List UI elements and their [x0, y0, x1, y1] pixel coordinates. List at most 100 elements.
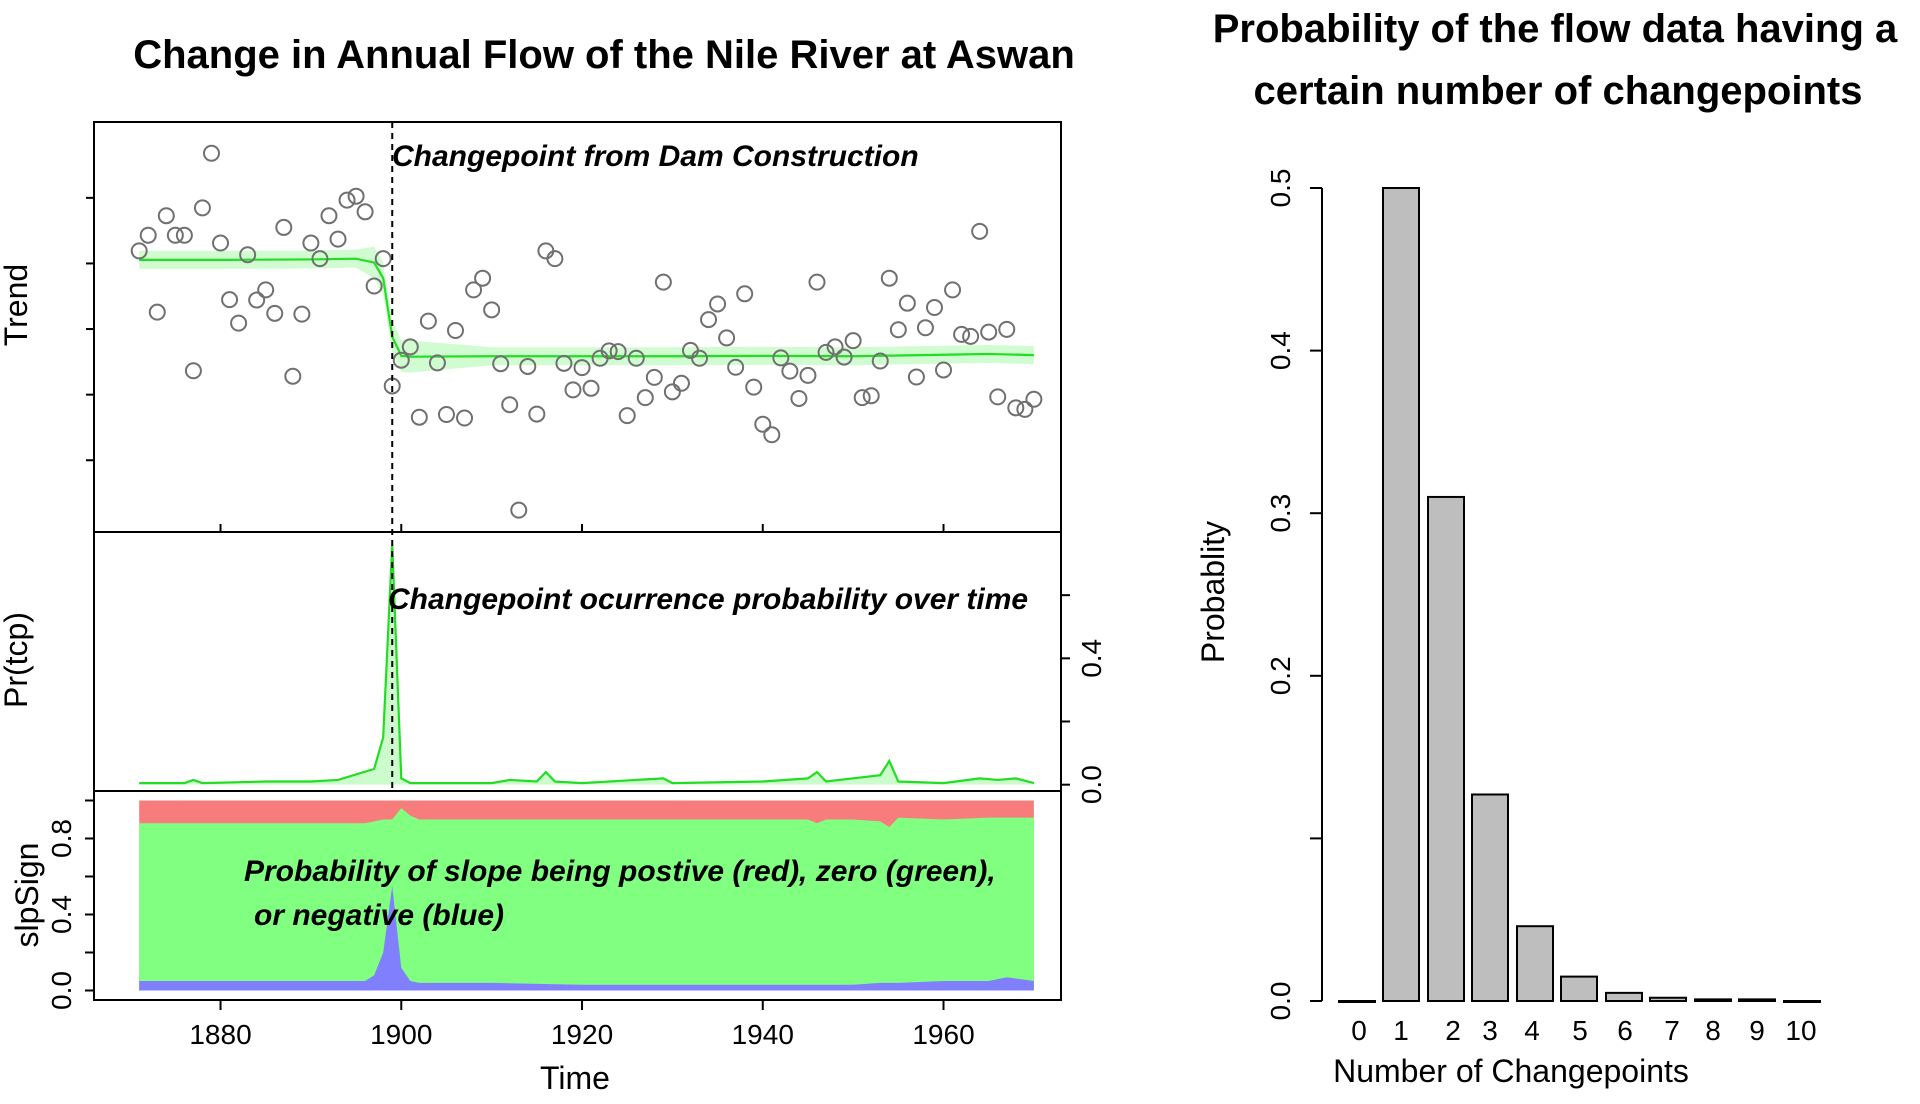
probability-ytick-label-3: 0.4: [1265, 331, 1296, 370]
observation-point-1955: [889, 321, 907, 339]
bar-7: [1649, 996, 1687, 1002]
xtick-label-7: 7: [1664, 1015, 1680, 1046]
observation-point-1964: [971, 222, 989, 240]
observation-point-1890: [302, 234, 320, 252]
observation-point-1911: [492, 355, 510, 373]
observation-point-1897: [365, 277, 383, 295]
observation-point-1931: [672, 374, 690, 392]
observation-point-1923: [600, 342, 618, 360]
xtick-label-2: 2: [1445, 1015, 1461, 1046]
observation-point-1962: [953, 325, 971, 343]
trend-fitted-line: [139, 257, 1034, 358]
observation-point-1957: [907, 368, 925, 386]
observation-point-1893: [329, 230, 347, 248]
observation-point-1888: [284, 367, 302, 385]
xtick-label-8: 8: [1705, 1015, 1721, 1046]
observation-point-1891: [311, 250, 329, 268]
trend-annotation: Changepoint from Dam Construction: [392, 140, 919, 173]
observation-point-1913: [510, 501, 528, 519]
observation-point-1898: [374, 250, 392, 268]
observation-point-1966: [989, 388, 1007, 406]
observation-point-1901: [401, 338, 419, 356]
probability-ytick-label-1: 0.2: [1265, 656, 1296, 695]
panel-frame-3: [93, 790, 1062, 1001]
observation-point-1969: [1016, 400, 1034, 418]
bar-5: [1560, 975, 1598, 1002]
observation-point-1884: [248, 291, 266, 309]
observation-point-1872: [139, 226, 157, 244]
xtick-label-4: 4: [1524, 1015, 1540, 1046]
observation-point-1952: [862, 387, 880, 405]
observation-point-1947: [817, 343, 835, 361]
observation-point-1925: [618, 407, 636, 425]
bar-0: [1338, 1000, 1376, 1003]
observation-point-1943: [781, 362, 799, 380]
observation-point-1900: [392, 351, 410, 369]
observation-point-1951: [853, 389, 871, 407]
slpsign-annotation-line1: Probability of slope being postive (red)…: [244, 855, 996, 888]
observation-point-1935: [709, 295, 727, 313]
bar-1: [1382, 187, 1420, 1002]
time-xtick-label-1900: 1900: [370, 1019, 432, 1050]
left-chart: Change in Annual Flow of the Nile River …: [0, 33, 1107, 1096]
observation-point-1926: [627, 349, 645, 367]
tcp-ytick-label-1: 0.4: [1076, 639, 1107, 678]
observation-point-1906: [446, 322, 464, 340]
observation-point-1930: [663, 383, 681, 401]
slpsign-ytick-label-0: 0.0: [46, 971, 77, 1010]
bar-6: [1605, 991, 1643, 1002]
observation-point-1910: [483, 301, 501, 319]
observation-point-1946: [808, 273, 826, 291]
observation-point-1938: [736, 285, 754, 303]
observation-point-1940: [754, 415, 772, 433]
time-xtick-label-1960: 1960: [912, 1019, 974, 1050]
observation-point-1918: [555, 354, 573, 372]
observation-point-1941: [763, 426, 781, 444]
observation-point-1903: [419, 312, 437, 330]
observation-point-1921: [582, 379, 600, 397]
tcp-annotation: Changepoint ocurrence probability over t…: [388, 583, 1028, 616]
observation-point-1945: [799, 366, 817, 384]
time-xlabel: Time: [540, 1060, 610, 1096]
observation-point-1939: [745, 378, 763, 396]
observation-point-1963: [962, 327, 980, 345]
observation-point-1876: [175, 226, 193, 244]
observation-point-1928: [645, 368, 663, 386]
observation-point-1902: [410, 408, 428, 426]
observation-point-1965: [980, 323, 998, 341]
observation-point-1920: [573, 359, 591, 377]
left-chart-title: Change in Annual Flow of the Nile River …: [133, 33, 1075, 77]
observation-point-1967: [998, 320, 1016, 338]
observation-point-1886: [266, 304, 284, 322]
observation-point-1927: [636, 389, 654, 407]
xtick-label-10: 10: [1785, 1015, 1816, 1046]
observation-point-1883: [239, 246, 257, 264]
observation-point-1885: [257, 281, 275, 299]
tcp-ylabel: Pr(tcp): [0, 612, 34, 708]
xtick-label-6: 6: [1617, 1015, 1633, 1046]
observation-point-1937: [727, 358, 745, 376]
tcp-ytick-label-0: 0.0: [1076, 765, 1107, 804]
bar-2: [1427, 495, 1465, 1002]
bar-8: [1694, 998, 1732, 1003]
xtick-label-5: 5: [1572, 1015, 1588, 1046]
tcp-line: [139, 544, 1035, 785]
slope-zero-area: [139, 808, 1034, 991]
observation-point-1959: [925, 298, 943, 316]
slpsign-ytick-label-1: 0.4: [46, 895, 77, 934]
observation-point-1958: [916, 319, 934, 337]
observation-point-1942: [772, 349, 790, 367]
trend-panel: Changepoint from Dam Construction Trend: [0, 140, 1043, 519]
slpsign-ytick-label-2: 0.8: [46, 819, 77, 858]
observation-point-1970: [1025, 390, 1043, 408]
observation-point-1933: [691, 349, 709, 367]
observation-point-1919: [564, 381, 582, 399]
observation-point-1909: [474, 269, 492, 287]
observation-point-1905: [437, 405, 455, 423]
observation-point-1894: [338, 191, 356, 209]
observation-point-1961: [944, 281, 962, 299]
observation-point-1968: [1007, 399, 1025, 417]
observation-point-1956: [898, 294, 916, 312]
